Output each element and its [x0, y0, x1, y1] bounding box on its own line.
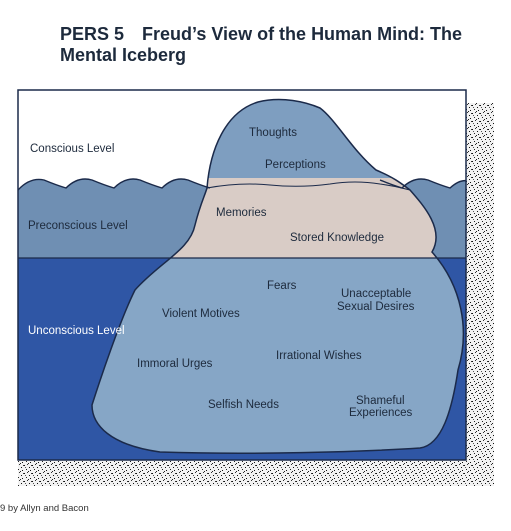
- item-immoral-urges: Immoral Urges: [137, 358, 213, 370]
- label-unconscious-level: Unconscious Level: [28, 325, 125, 337]
- title-line-2: Mental Iceberg: [60, 45, 187, 65]
- iceberg-scene: [18, 90, 466, 460]
- wave-line-left: [18, 178, 211, 191]
- item-thoughts: Thoughts: [249, 127, 297, 139]
- diagram-frame: [17, 89, 467, 461]
- item-irrational-wishes: Irrational Wishes: [276, 350, 362, 362]
- title-code: PERS 5: [60, 24, 125, 44]
- ice-waterline: [206, 181, 411, 191]
- item-unacceptable: Unacceptable: [341, 288, 411, 300]
- item-violent-motives: Violent Motives: [162, 308, 240, 320]
- item-shameful: Shameful: [356, 395, 405, 407]
- iceberg-conscious-region: [208, 99, 393, 178]
- item-memories: Memories: [216, 207, 267, 219]
- item-stored-knowledge: Stored Knowledge: [290, 232, 384, 244]
- frame-shadow-bottom: [18, 460, 494, 486]
- label-preconscious-level: Preconscious Level: [28, 220, 128, 232]
- label-conscious-level: Conscious Level: [30, 143, 114, 155]
- frame-shadow-right: [466, 103, 494, 486]
- title-line-1: Freud’s View of the Human Mind: The: [142, 24, 463, 44]
- item-selfish-needs: Selfish Needs: [208, 399, 279, 411]
- iceberg-preconscious-region: [170, 178, 437, 258]
- item-sexual-desires: Sexual Desires: [337, 301, 415, 313]
- iceberg-unconscious-region: [92, 258, 464, 454]
- copyright-footer: 9 by Allyn and Bacon: [0, 503, 89, 514]
- item-fears: Fears: [267, 280, 297, 292]
- item-experiences: Experiences: [349, 407, 413, 419]
- page-title: PERS 5 Freud’s View of the Human Mind: Th…: [60, 24, 480, 66]
- wave-line-right: [379, 178, 466, 189]
- item-perceptions: Perceptions: [265, 159, 326, 171]
- iceberg-outline: [91, 98, 465, 454]
